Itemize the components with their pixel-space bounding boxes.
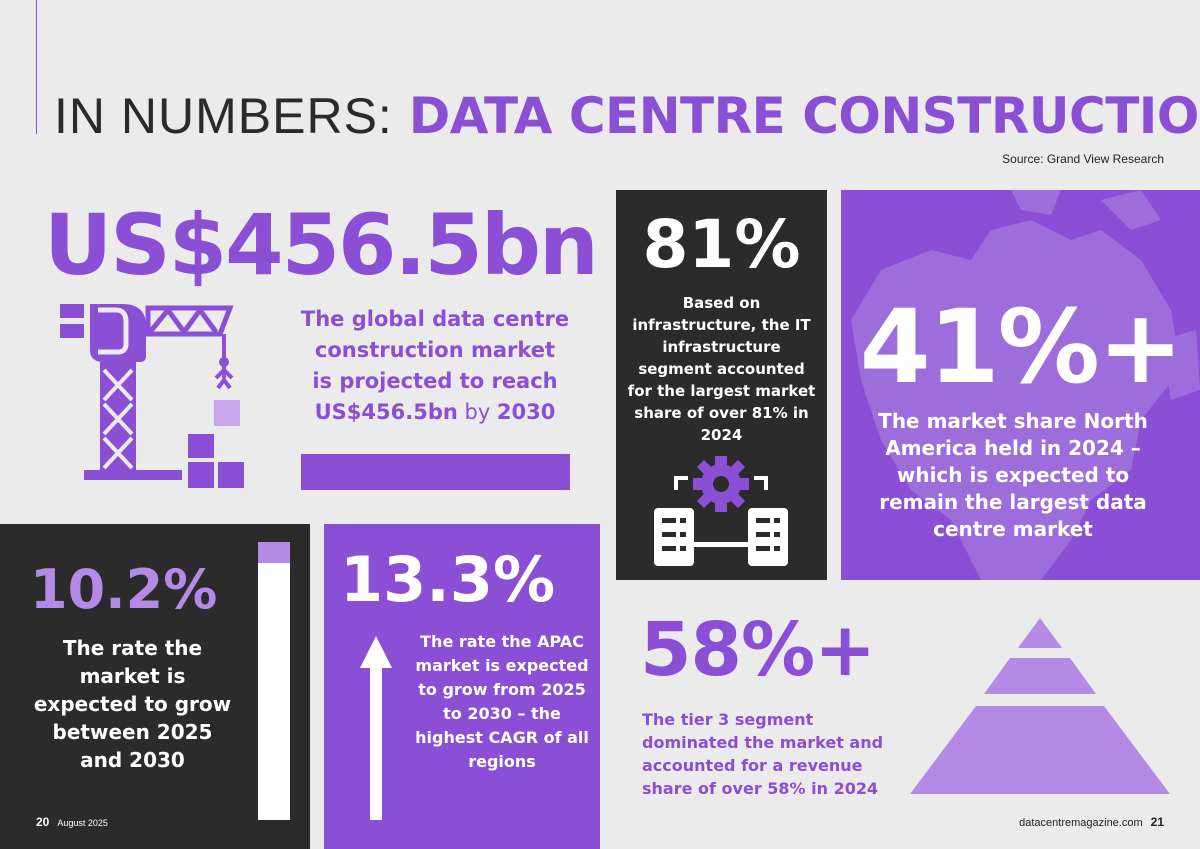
it-infrastructure-value: 81% [642,206,801,283]
pyramid-icon [910,618,1170,794]
issue-date: August 2025 [57,818,108,828]
gear-servers-icon [654,456,788,566]
desc-text: – which is expected to remain the larges… [879,436,1147,541]
page-number-right: 21 [1150,815,1164,829]
title-bold: DATA CENTRE CONSTRUCTION [408,87,1200,145]
desc-line: The global data centre [300,307,570,331]
footer-right: datacentremagazine.com 21 [1019,815,1164,829]
apac-description: The rate the APAC market is expected to … [415,632,589,771]
it-infrastructure-description: Based on infrastructure, the IT infrastr… [627,294,816,444]
north-america-map [851,190,1200,580]
accent-line [36,0,37,134]
tier3-value: 58%+ [640,607,876,693]
global-market-value: US$456.5bn [44,196,599,294]
accent-bar [301,454,570,490]
global-market-description: The global data centre construction mark… [300,304,570,428]
source-note: Source: Grand View Research [1002,152,1164,166]
title-light: IN NUMBERS: [54,88,393,144]
progress-bar-fill [258,542,290,563]
page-title: IN NUMBERS: DATA CENTRE CONSTRUCTION [54,86,1200,146]
desc-bold-year: 2030 [496,400,556,424]
north-america-description: The market share North America held in 2… [858,408,1168,543]
desc-line: US$456.5bn by 2030 [300,397,570,428]
tier3-description: The tier 3 segment dominated the market … [642,710,884,798]
growth-rate-value: 10.2% [30,558,218,621]
north-america-panel [841,190,1200,580]
desc-bold-value: US$456.5bn [314,400,458,424]
it-infrastructure-panel [616,190,827,580]
desc-text: The market share North America held in [878,409,1148,460]
apac-value: 13.3% [340,543,556,616]
desc-line: is projected to reach [312,369,558,393]
growth-rate-description: The rate the market is expected to grow … [33,636,232,772]
desc-by: by [457,400,497,424]
crane-icon [60,304,244,488]
desc-year: 2024 [1068,436,1124,460]
desc-line: construction market [314,338,556,362]
footer-left: 20 August 2025 [36,815,108,829]
progress-bar [258,542,290,820]
north-america-value: 41%+ [859,288,1184,407]
site-link[interactable]: datacentremagazine.com [1019,817,1143,829]
arrow-up-icon [360,636,392,820]
page-number-left: 20 [36,815,50,829]
